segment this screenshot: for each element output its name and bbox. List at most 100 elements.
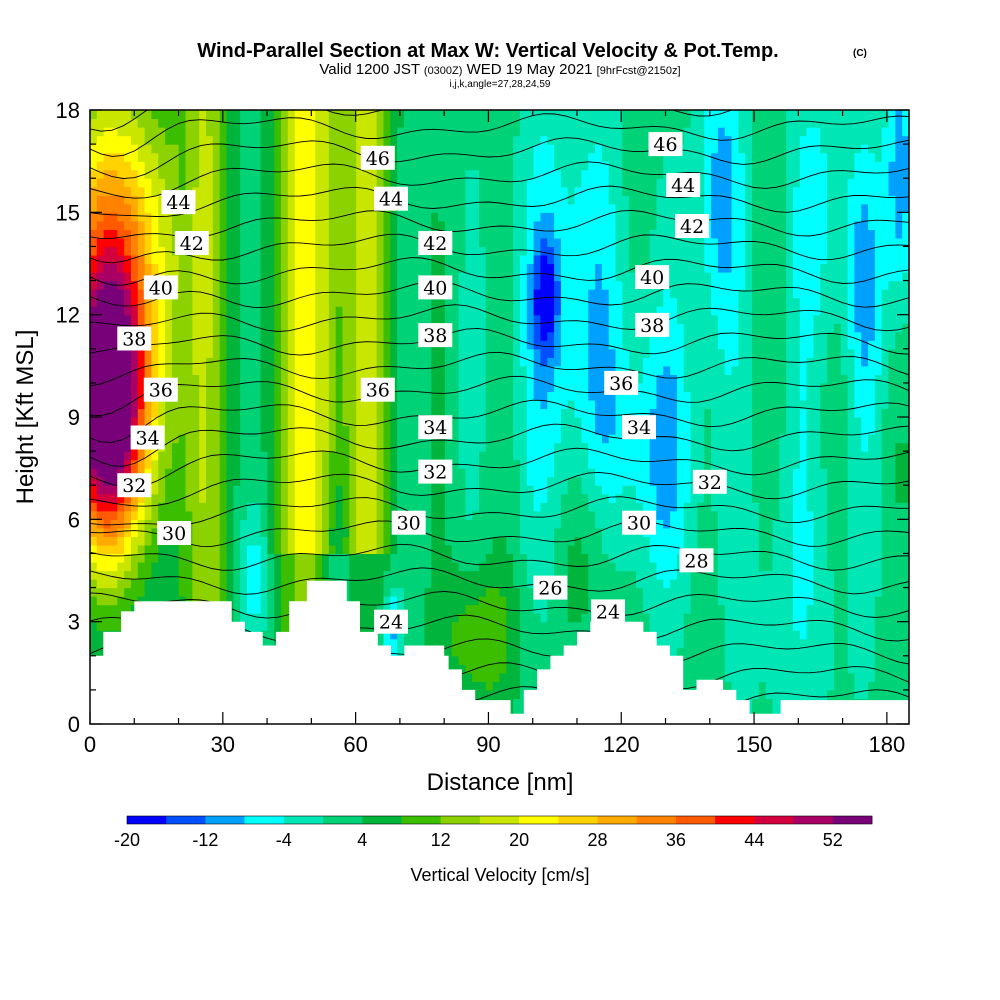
- field-cell: [178, 587, 187, 597]
- field-cell: [315, 280, 323, 290]
- field-cell: [444, 220, 453, 230]
- field-cell: [417, 306, 426, 316]
- field-cell: [431, 169, 439, 179]
- field-cell: [322, 374, 330, 384]
- field-cell: [451, 348, 460, 358]
- field-cell: [171, 331, 180, 341]
- field-cell: [267, 638, 275, 648]
- field-cell: [376, 297, 385, 307]
- field-cell: [519, 297, 528, 307]
- field-cell: [383, 527, 391, 537]
- field-cell: [294, 519, 303, 529]
- field-cell: [526, 493, 535, 503]
- field-cell: [158, 365, 166, 375]
- field-cell: [281, 178, 289, 188]
- field-cell: [137, 280, 146, 290]
- field-cell: [403, 323, 412, 333]
- field-cell: [499, 604, 507, 614]
- field-cell: [438, 399, 446, 410]
- field-cell: [444, 621, 453, 631]
- field-cell: [103, 323, 112, 333]
- field-cell: [472, 596, 480, 606]
- field-cell: [403, 254, 412, 265]
- field-cell: [506, 468, 514, 478]
- field-cell: [301, 544, 309, 555]
- field-cell: [547, 553, 555, 563]
- field-cell: [294, 408, 303, 418]
- field-cell: [410, 365, 419, 375]
- field-cell: [554, 195, 562, 205]
- field-cell: [260, 604, 269, 614]
- field-cell: [533, 297, 542, 307]
- field-cell: [90, 459, 98, 469]
- field-cell: [165, 152, 173, 162]
- field-cell: [479, 442, 487, 452]
- field-cell: [451, 468, 460, 478]
- field-cell: [356, 502, 364, 512]
- field-cell: [124, 289, 132, 299]
- field-cell: [322, 178, 330, 188]
- field-cell: [547, 391, 555, 401]
- field-cell: [206, 544, 214, 555]
- field-cell: [151, 297, 159, 307]
- field-cell: [246, 596, 255, 606]
- field-cell: [479, 536, 487, 546]
- field-cell: [472, 510, 480, 520]
- field-cell: [363, 485, 371, 495]
- field-cell: [451, 127, 460, 137]
- field-cell: [260, 527, 269, 537]
- field-cell: [124, 502, 132, 512]
- field-cell: [206, 212, 214, 222]
- field-cell: [308, 536, 316, 546]
- field-cell: [178, 485, 187, 495]
- field-cell: [130, 451, 139, 461]
- field-cell: [90, 263, 98, 273]
- field-cell: [144, 459, 153, 469]
- field-cell: [499, 434, 507, 444]
- field-cell: [199, 561, 207, 572]
- field-cell: [233, 570, 241, 580]
- field-cell: [499, 289, 507, 299]
- field-cell: [287, 399, 296, 410]
- field-cell: [308, 110, 316, 120]
- field-cell: [369, 263, 378, 273]
- field-cell: [192, 442, 200, 452]
- field-cell: [458, 280, 466, 290]
- field-cell: [90, 203, 98, 213]
- field-cell: [458, 306, 466, 316]
- field-cell: [206, 493, 214, 503]
- field-cell: [260, 434, 269, 444]
- field-cell: [513, 391, 521, 401]
- field-cell: [349, 485, 357, 495]
- field-cell: [417, 485, 426, 495]
- field-cell: [151, 510, 159, 520]
- field-cell: [547, 357, 555, 367]
- field-cell: [308, 220, 316, 230]
- field-cell: [124, 434, 132, 444]
- field-cell: [90, 186, 98, 196]
- field-cell: [397, 272, 405, 282]
- field-cell: [540, 203, 548, 213]
- field-cell: [506, 127, 514, 137]
- field-cell: [458, 476, 466, 486]
- field-cell: [246, 425, 255, 435]
- field-cell: [171, 502, 180, 512]
- field-cell: [281, 579, 289, 589]
- field-cell: [479, 638, 487, 648]
- field-cell: [253, 417, 262, 427]
- field-cell: [274, 587, 282, 597]
- field-cell: [287, 579, 296, 589]
- field-cell: [322, 544, 330, 555]
- field-cell: [96, 169, 105, 179]
- field-cell: [451, 272, 460, 282]
- field-cell: [274, 570, 282, 580]
- field-cell: [219, 553, 228, 563]
- field-cell: [383, 544, 391, 555]
- field-cell: [267, 365, 275, 375]
- field-cell: [485, 613, 494, 623]
- field-cell: [431, 485, 439, 495]
- field-cell: [451, 527, 460, 537]
- field-cell: [328, 229, 337, 239]
- field-cell: [124, 391, 132, 401]
- field-cell: [363, 425, 371, 435]
